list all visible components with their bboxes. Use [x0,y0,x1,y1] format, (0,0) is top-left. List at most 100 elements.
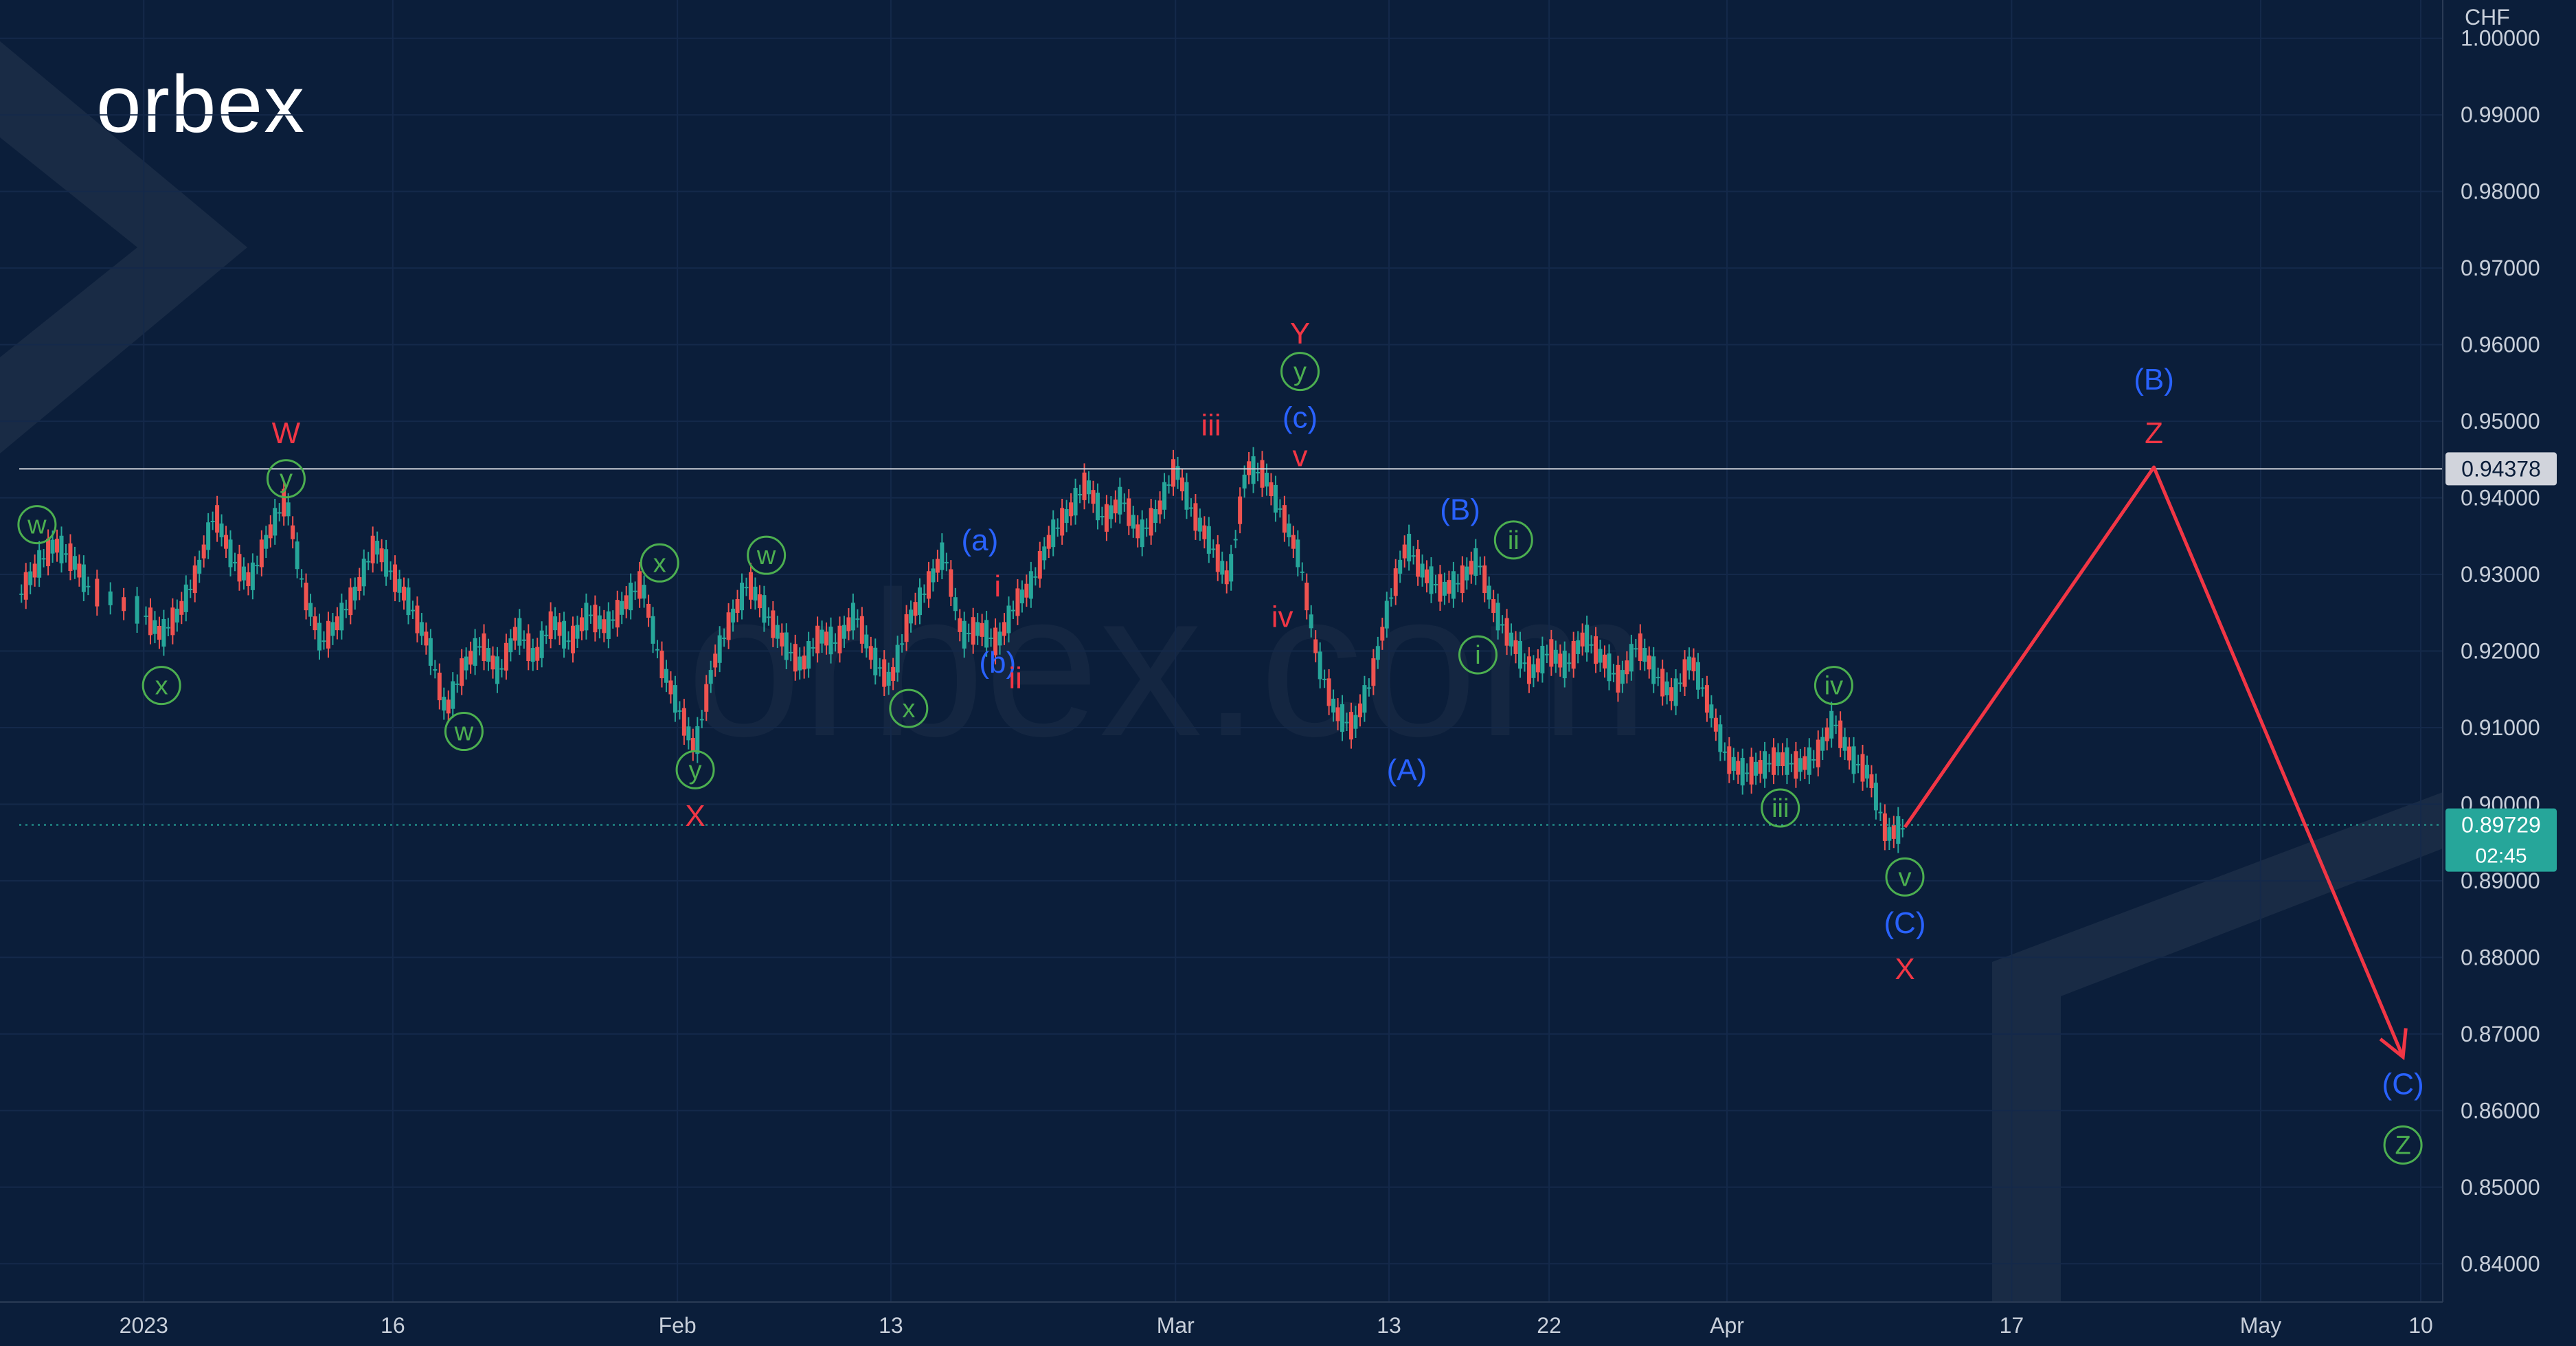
candle-body [1398,559,1403,574]
candle-body [295,541,300,570]
price-axis[interactable]: CHF 1.00000 0.99000 0.98000 0.97000 0.96000 0… [2442,0,2576,1302]
candle-body [949,569,953,597]
candle-body [748,572,753,600]
candle-body [1535,658,1540,673]
wave-label: iv [1272,600,1293,633]
candle-body [877,667,882,669]
candle-body [602,619,607,633]
candle-body [1465,566,1469,581]
wave-label: (B) [1440,493,1480,526]
candle-body [900,643,905,645]
candle-body [1473,548,1478,576]
candle-body [241,566,246,581]
candle-body [1882,813,1887,841]
candle-body [1296,539,1300,568]
candle-body [433,669,438,671]
wave-label: w [747,535,787,575]
candle-body [424,631,429,646]
candle-body [958,618,962,632]
candle-body [1153,509,1158,524]
candle-body [1206,526,1211,554]
wave-label: X [1895,952,1914,986]
candle-body [646,603,651,618]
candle-body [1402,544,1407,559]
candle-body [1197,517,1202,532]
candle-body [1664,681,1669,695]
candle-body [1451,571,1456,599]
candle-body [1460,565,1465,594]
candle-body [1887,827,1892,841]
candle-body [343,609,348,611]
candle-body [268,524,273,539]
wave-label-text: y [689,756,702,785]
candle-body [1046,535,1051,549]
candle-body [1509,632,1514,647]
candle-body [1740,758,1745,786]
candle-body [1713,717,1718,732]
candle-body [219,523,224,537]
candle-body [1375,646,1380,660]
time-axis[interactable]: 2023 16 Feb 13 Mar 13 22 Apr 17 May 10 [0,1301,2576,1346]
candle-body [668,680,673,695]
candle-body [1656,677,1660,679]
candle-body [690,738,695,752]
candle-body [1589,644,1594,646]
candle-body [708,670,713,684]
wave-label-circle [17,505,57,545]
wave-label: W [272,416,301,450]
x-tick-label: 2023 [120,1313,168,1338]
candle-body [464,656,468,671]
candle-body [1202,525,1207,539]
wave-label-text: x [902,695,915,724]
candle-body [55,539,60,553]
candle-body [1433,583,1438,585]
candle-body [633,590,637,592]
y-tick-label: 0.92000 [2461,639,2540,664]
candle-body [393,564,398,592]
candle-body [935,559,940,573]
candle-body [1598,649,1603,663]
candle-body [722,637,727,639]
candle-body [544,634,549,636]
candle-body [1256,471,1261,473]
candle-body [259,539,264,568]
candle-body [486,648,491,662]
candle-body [1019,590,1024,604]
x-tick-label: 17 [2000,1313,2024,1338]
wave-label-text: ii [1008,662,1022,695]
candle-body [611,619,615,621]
candle-body [1407,533,1412,562]
candle-body [780,632,784,647]
candle-body [1033,576,1038,578]
candle-body [321,640,326,642]
wave-label: i [994,570,1001,603]
candle-body [148,607,152,636]
candle-body [1456,583,1460,585]
candle-body [895,644,900,673]
wave-label-text: (A) [1387,753,1427,787]
candle-body [855,618,860,620]
candle-body [1429,566,1434,594]
candle-body [1491,598,1496,614]
candle-body [1638,633,1642,661]
y-tick-label: 0.95000 [2461,409,2540,434]
candle-body [1478,565,1482,568]
candle-body [837,625,842,653]
candle-body [575,625,580,639]
wave-label-circle [266,459,306,499]
wave-label-text: (c) [1283,401,1318,435]
wave-label-text: iii [1772,794,1789,823]
candle-body [1687,656,1692,671]
candle-body [1291,535,1296,549]
candle-body [993,627,998,655]
wave-label: (B) [2134,363,2174,396]
candle-body [1513,640,1518,654]
wave-label-text: (C) [2382,1067,2424,1101]
candle-body [286,502,291,517]
candle-body [535,647,540,661]
wave-label-circle [1458,635,1498,675]
levels [19,468,2443,826]
y-tick-label: 0.84000 [2461,1251,2540,1276]
candle-body [784,632,789,660]
